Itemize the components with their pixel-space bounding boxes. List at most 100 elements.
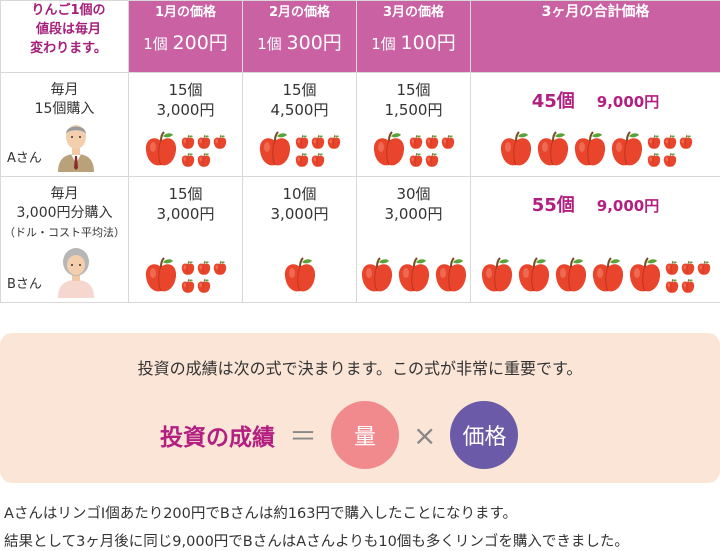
apple-small-icon: [181, 278, 195, 294]
header-price-prefix: 1個: [371, 35, 396, 53]
total-a: 45個 9,000円: [470, 72, 720, 177]
apple-small-icon: [425, 152, 439, 168]
row-label-a: 毎月 15個購入 Aさん: [0, 72, 129, 177]
row-label-line2: 3,000円分購入: [16, 205, 113, 221]
corner-note: りんご1個の 値段は毎月 変わります。: [0, 0, 129, 73]
apple-icon: [258, 130, 292, 168]
note-line-1: AさんはリンゴⅠ個あたり200円でBさんは約163円で購入したことになります。: [4, 506, 518, 522]
person-name: Aさん: [7, 151, 42, 166]
apple-group: [243, 130, 356, 168]
apple-small-icon: [441, 134, 455, 150]
times-sign: ×: [413, 418, 437, 452]
apple-small-icon: [647, 134, 661, 150]
header-month-3: 3月の価格 1個 100円: [356, 0, 471, 73]
apple-icon: [499, 130, 533, 168]
header-price-prefix: 1個: [257, 35, 282, 53]
cell-amount: 4,500円: [270, 101, 329, 119]
apple-small-icon: [425, 134, 439, 150]
apple-small-icon: [213, 134, 227, 150]
apple-icon: [554, 256, 588, 294]
cell-quantity: 15個: [396, 81, 431, 99]
apple-small-icon: [409, 152, 423, 168]
cell-amount: 3,000円: [156, 205, 215, 223]
apple-icon: [480, 256, 514, 294]
cell-b-month3: 30個 3,000円: [356, 176, 471, 303]
cell-a-month3: 15個 1,500円: [356, 72, 471, 177]
apple-icon: [144, 256, 178, 294]
apple-small-icon: [663, 134, 677, 150]
apple-icon: [573, 130, 607, 168]
total-quantity: 55個: [531, 195, 575, 216]
header-total: 3ヶ月の合計価格: [470, 0, 720, 73]
apple-icon: [517, 256, 551, 294]
apple-small-icon: [681, 278, 695, 294]
header-price-value: 300円: [286, 32, 342, 54]
apple-small-icon: [197, 152, 211, 168]
apple-icon: [144, 130, 178, 168]
comparison-table: りんご1個の 値段は毎月 変わります。 1月の価格 1個 200円 2月の価格 …: [0, 0, 720, 303]
apple-small-icon: [181, 134, 195, 150]
cell-quantity: 15個: [168, 81, 203, 99]
apple-small-icon: [197, 278, 211, 294]
cell-quantity: 15個: [282, 81, 317, 99]
header-month-label: 2月の価格: [268, 5, 331, 20]
cell-b-month2: 10個 3,000円: [242, 176, 357, 303]
apple-small-icon: [181, 152, 195, 168]
apple-small-icon: [197, 260, 211, 276]
formula-box: 投資の成績は次の式で決まります。この式が非常に重要です。 投資の成績 ＝ 量 ×…: [0, 333, 720, 483]
apple-icon: [372, 130, 406, 168]
apple-icon: [360, 256, 394, 294]
apple-group: [129, 130, 242, 168]
apple-group: [357, 256, 470, 294]
formula: 投資の成績 ＝ 量 × 価格: [160, 401, 519, 469]
apple-group: [471, 256, 720, 294]
apple-icon: [283, 256, 317, 294]
cell-a-month1: 15個 3,000円: [128, 72, 243, 177]
cell-amount: 3,000円: [156, 101, 215, 119]
total-b: 55個 9,000円: [470, 176, 720, 303]
apple-group: [471, 130, 720, 168]
cell-quantity: 10個: [282, 185, 317, 203]
quantity-circle: 量: [331, 401, 400, 469]
avatar-man-icon: [58, 125, 94, 172]
apple-group: [357, 130, 470, 168]
apple-small-icon: [197, 134, 211, 150]
avatar-woman-icon: [58, 248, 94, 298]
apple-small-icon: [697, 260, 711, 276]
apple-icon: [628, 256, 662, 294]
apple-small-icon: [295, 134, 309, 150]
apple-small-icon: [311, 152, 325, 168]
cell-a-month2: 15個 4,500円: [242, 72, 357, 177]
apple-small-icon: [647, 152, 661, 168]
apple-small-icon: [409, 134, 423, 150]
apple-small-icon: [311, 134, 325, 150]
header-month-1: 1月の価格 1個 200円: [128, 0, 243, 73]
note-line-2: 結果として3ヶ月後に同じ9,000円でBさんはAさんよりも10個も多くリンゴを購…: [4, 534, 629, 550]
row-label-line1: 毎月: [50, 186, 79, 202]
corner-note-line2: 値段は毎月: [35, 22, 101, 37]
row-label-b: 毎月 3,000円分購入 （ドル・コスト平均法） Bさん: [0, 176, 129, 303]
apple-small-icon: [681, 260, 695, 276]
apple-small-icon: [213, 260, 227, 276]
apple-small-icon: [665, 260, 679, 276]
header-price-prefix: 1個: [143, 35, 168, 53]
apple-small-icon: [665, 278, 679, 294]
cell-quantity: 30個: [396, 185, 431, 203]
total-amount: 9,000円: [596, 93, 660, 111]
apple-small-icon: [327, 134, 341, 150]
cell-amount: 3,000円: [270, 205, 329, 223]
apple-small-icon: [679, 134, 693, 150]
cell-amount: 1,500円: [384, 101, 443, 119]
apple-small-icon: [295, 152, 309, 168]
formula-label: 投資の成績: [160, 425, 275, 451]
header-month-2: 2月の価格 1個 300円: [242, 0, 357, 73]
apple-small-icon: [663, 152, 677, 168]
person-name: Bさん: [7, 277, 42, 292]
apple-icon: [591, 256, 625, 294]
header-price-value: 200円: [172, 32, 228, 54]
apple-icon: [434, 256, 468, 294]
formula-intro: 投資の成績は次の式で決まります。この式が非常に重要です。: [137, 359, 583, 378]
apple-group: [243, 256, 356, 294]
total-quantity: 45個: [531, 91, 575, 112]
cell-b-month1: 15個 3,000円: [128, 176, 243, 303]
